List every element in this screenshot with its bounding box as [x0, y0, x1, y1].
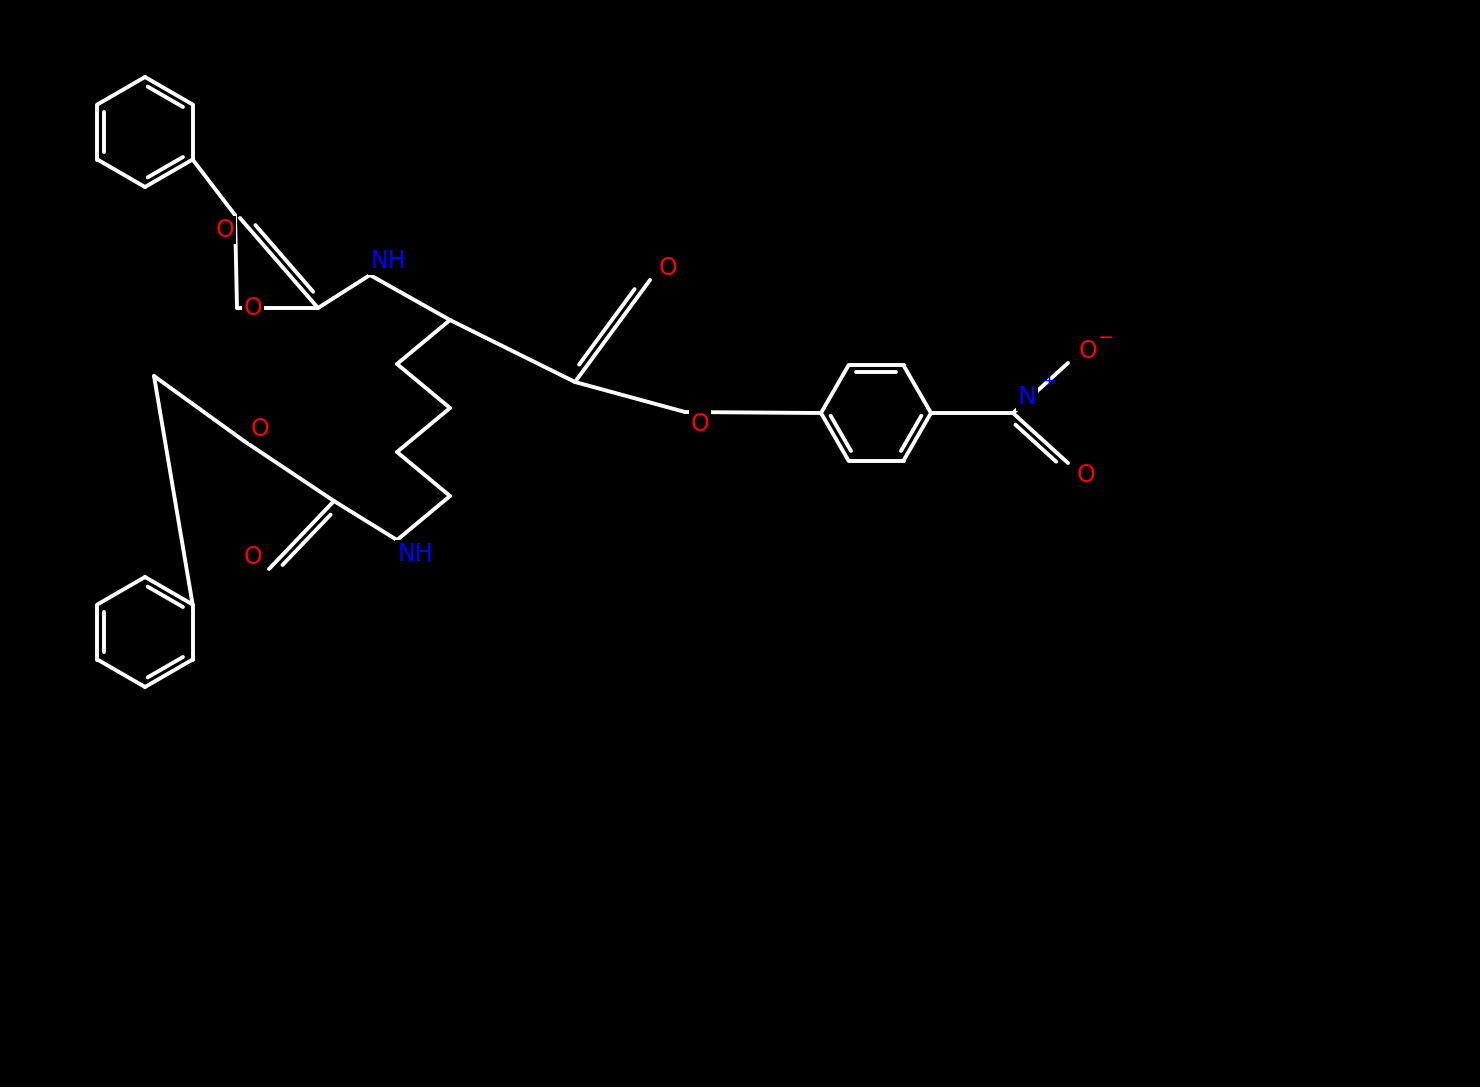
- Text: NH: NH: [397, 542, 432, 566]
- Text: O: O: [250, 417, 269, 441]
- Text: O: O: [1079, 339, 1097, 363]
- Text: O: O: [244, 296, 262, 320]
- Text: O: O: [1076, 463, 1095, 487]
- Text: NH: NH: [370, 249, 406, 273]
- Text: O: O: [216, 218, 234, 242]
- Text: +: +: [1042, 372, 1057, 390]
- Text: O: O: [244, 545, 262, 569]
- Text: O: O: [691, 412, 709, 436]
- Text: −: −: [1098, 327, 1114, 347]
- Text: O: O: [659, 257, 678, 280]
- Text: N: N: [1018, 385, 1036, 409]
